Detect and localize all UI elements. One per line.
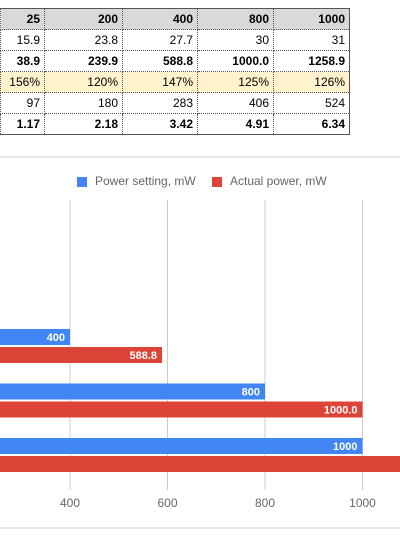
legend-label: Power setting, mW [95, 174, 196, 188]
table-cell: 1000.0 [197, 50, 274, 72]
x-tick-label: 800 [255, 496, 275, 510]
table-cell: 200 [44, 8, 123, 30]
legend-swatch [212, 177, 222, 187]
table-row: 156% 120% 147% 125% 126% [0, 71, 350, 93]
table-cell: 180 [44, 92, 123, 114]
table-cell: 120% [44, 71, 123, 93]
table-cell: 27.7 [122, 29, 198, 51]
bar [0, 347, 163, 363]
data-label: 400 [47, 332, 65, 344]
bar [0, 438, 363, 454]
legend-swatch [77, 177, 87, 187]
data-label: 1000.0 [324, 404, 358, 416]
table-cell: 25 [0, 8, 45, 30]
bar [0, 401, 363, 418]
table-cell: 400 [122, 8, 198, 30]
table-cell: 3.42 [122, 113, 198, 135]
bar [0, 383, 265, 400]
legend-label: Actual power, mW [230, 174, 327, 188]
table-cell: 126% [273, 71, 350, 93]
x-tick-label: 1000 [349, 496, 376, 510]
table-cell: 156% [0, 71, 45, 93]
table-row: 25 200 400 800 1000 [0, 8, 350, 30]
x-tick-label: 400 [60, 496, 80, 510]
x-tick-label: 600 [157, 496, 177, 510]
data-table: 25 200 400 800 1000 15.9 23.8 27.7 30 31 38.9 239.9… [0, 8, 350, 135]
table-row: 15.9 23.8 27.7 30 31 [0, 29, 350, 51]
table-cell: 38.9 [0, 50, 45, 72]
table-row: 97 180 283 406 524 [0, 92, 350, 114]
table-cell: 125% [197, 71, 274, 93]
bar [0, 456, 400, 472]
data-label: 800 [242, 386, 260, 398]
table-cell: 6.34 [273, 113, 350, 135]
table-row: 1.17 2.18 3.42 4.91 6.34 [0, 113, 350, 135]
data-label: 1000 [333, 441, 357, 453]
table-cell: 1000 [273, 8, 350, 30]
bar [0, 329, 70, 345]
data-label: 588.8 [130, 350, 158, 362]
